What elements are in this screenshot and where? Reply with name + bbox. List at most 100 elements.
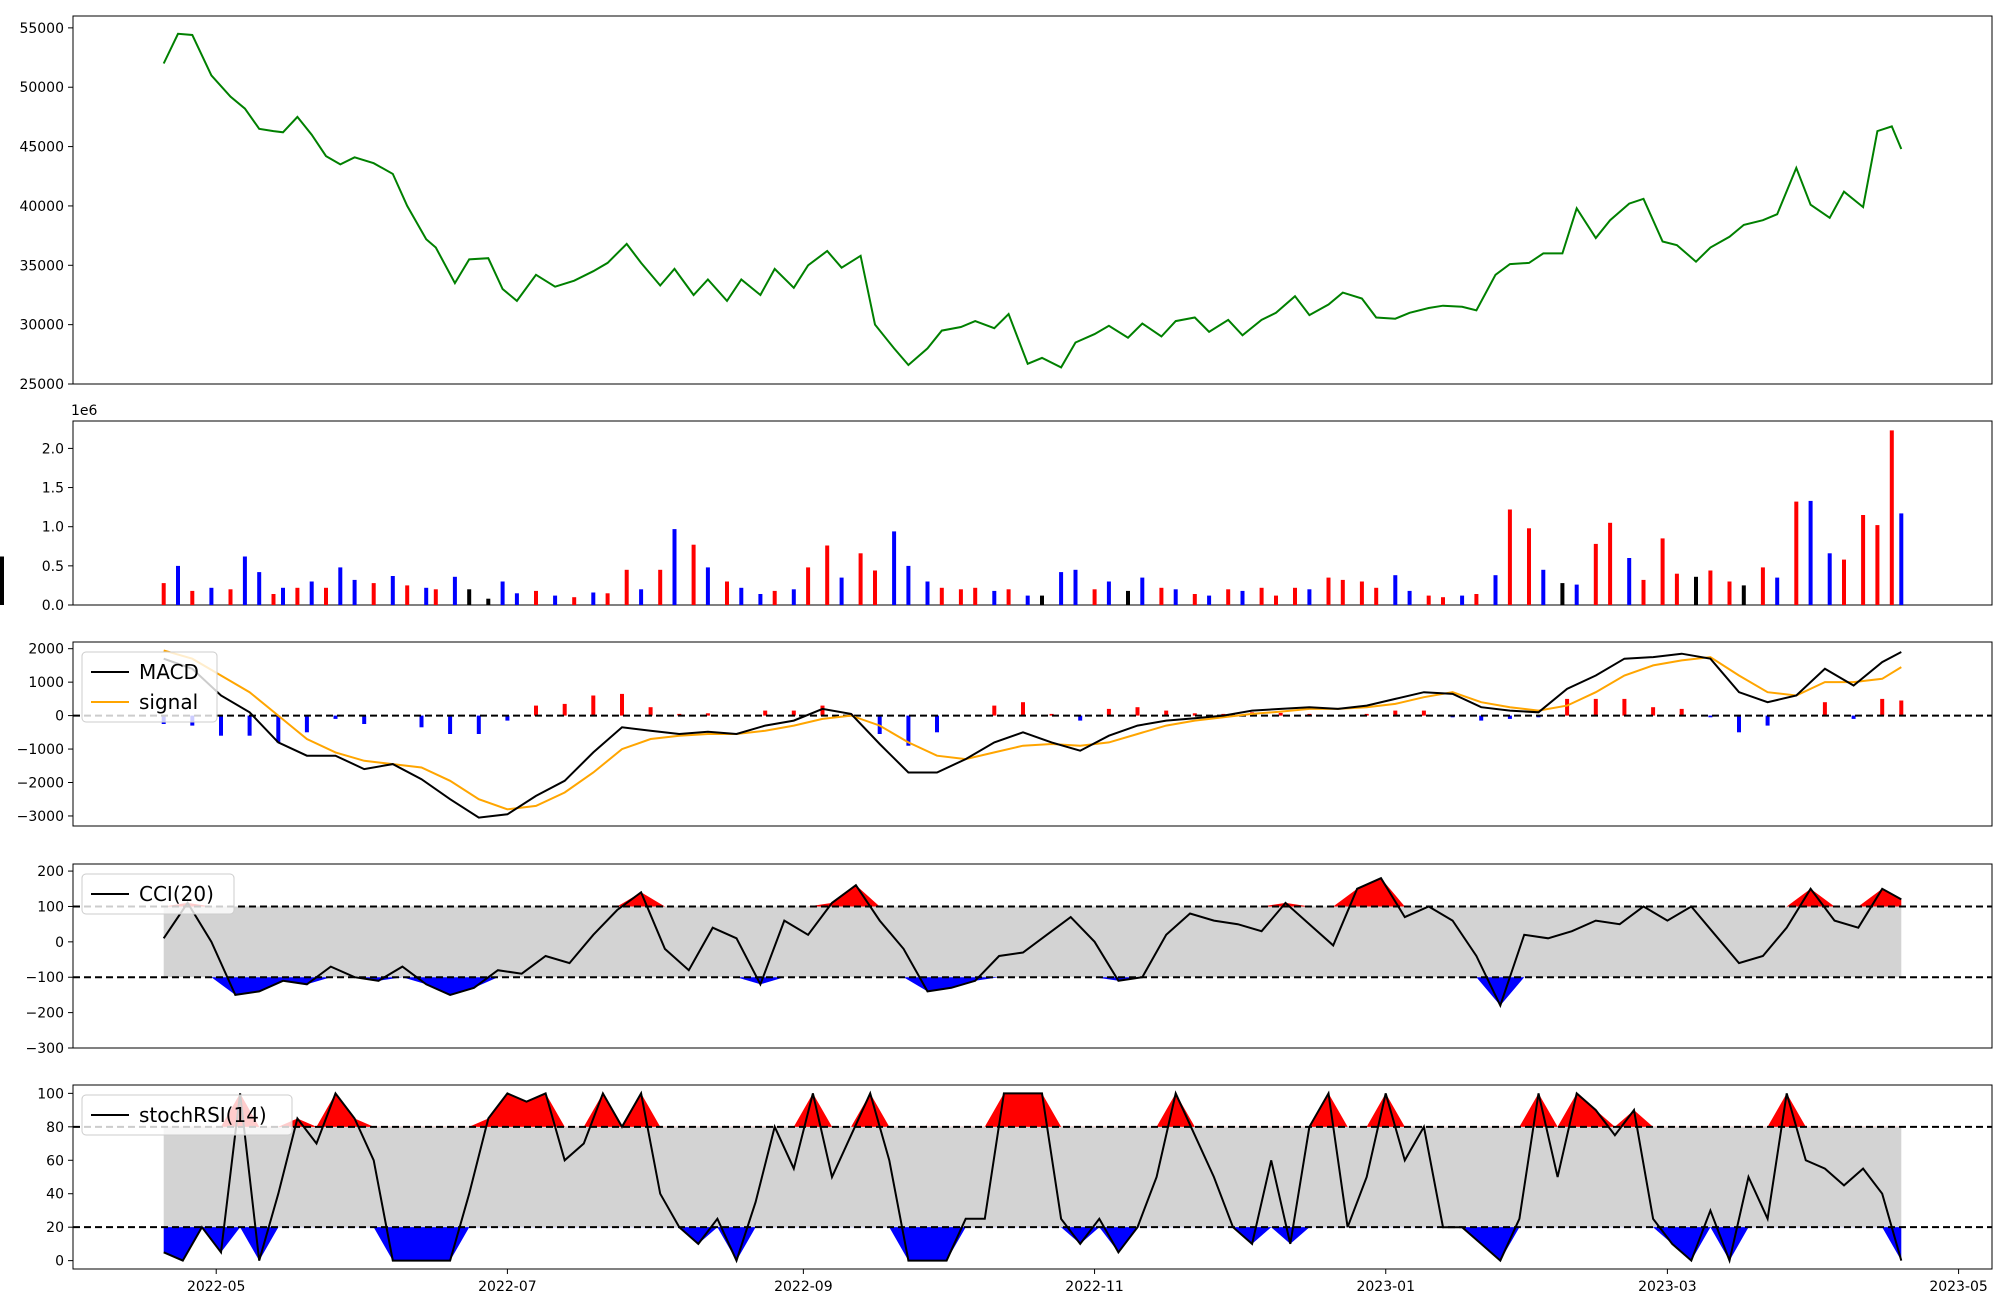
cci-line	[162, 876, 1902, 1009]
volume-bar	[1899, 513, 1904, 605]
volume-bar	[1842, 559, 1846, 605]
volume-bar	[1708, 570, 1713, 605]
volume-bar	[1474, 594, 1479, 605]
volume-bar	[1660, 538, 1665, 605]
cci-legend-label: CCI(20)	[139, 882, 214, 906]
macd-histogram-bar	[1565, 698, 1570, 716]
volume-bar	[190, 590, 195, 605]
volume-bar	[1775, 577, 1780, 605]
macd-histogram-bar	[276, 715, 281, 743]
x-tick-label: 2022-09	[774, 1279, 833, 1295]
stochrsi-ytick-label: 80	[46, 1120, 64, 1136]
volume-bar	[209, 587, 214, 605]
macd-line	[163, 651, 1902, 819]
macd-histogram-bar	[791, 710, 796, 716]
stochrsi-legend	[81, 1094, 293, 1136]
volume-bar	[958, 589, 963, 605]
volume-bar	[772, 590, 777, 605]
volume-bar	[906, 565, 911, 605]
volume-bar	[939, 587, 944, 605]
volume-bar	[1092, 589, 1097, 605]
stochrsi-neutral-band	[163, 1126, 1902, 1228]
volume-bar	[1059, 572, 1064, 605]
volume-frame	[72, 420, 1993, 606]
volume-bar	[1694, 576, 1698, 605]
volume-bar	[1307, 589, 1312, 605]
volume-ytick-label: 1.0	[42, 520, 64, 536]
volume-bar	[242, 556, 247, 605]
macd-histogram-bar	[1708, 715, 1713, 718]
volume-bar	[433, 589, 438, 605]
cci-ytick-label: 0	[55, 935, 64, 951]
macd-histogram-bar	[1622, 698, 1627, 716]
volume-bar	[791, 589, 796, 605]
macd-histogram-bar	[992, 705, 997, 716]
volume-bar	[1507, 509, 1512, 605]
volume-bar	[1359, 581, 1364, 605]
volume-bar	[1760, 567, 1765, 605]
volume-bar	[1889, 430, 1894, 605]
volume-ytick-label: 1.5	[42, 481, 64, 497]
volume-bar	[1340, 579, 1345, 605]
x-tick-label: 2022-05	[187, 1279, 246, 1295]
macd-ytick-label: 2000	[28, 642, 64, 658]
macd-histogram-bar	[591, 695, 596, 716]
volume-bar	[1126, 590, 1130, 605]
macd-histogram-bar	[1192, 713, 1197, 716]
volume-bar	[806, 567, 811, 605]
macd-ytick-label: 0	[55, 709, 64, 725]
cci-ytick-label: 100	[37, 899, 64, 915]
volume-bar	[1861, 515, 1866, 605]
macd-histogram-bar	[1049, 713, 1054, 716]
volume-bar	[858, 553, 863, 605]
macd-legend-label: MACD	[139, 660, 199, 684]
cci-ytick-label: −200	[26, 1006, 64, 1022]
macd-histogram-bar	[1135, 707, 1140, 716]
macd-histogram-bar	[562, 703, 567, 716]
volume-bar	[1875, 525, 1880, 605]
volume-bar	[534, 590, 538, 605]
macd-histogram-bar	[935, 715, 939, 733]
volume-bar	[500, 581, 505, 605]
macd-histogram-bar	[1078, 715, 1083, 721]
price-ytick-label: 50000	[19, 80, 64, 96]
volume-bar	[1393, 575, 1398, 605]
macd-histogram-bar	[1106, 708, 1111, 716]
macd-histogram-bar	[1278, 712, 1283, 716]
macd-histogram-bar	[1479, 715, 1484, 721]
macd-histogram-bar	[906, 715, 911, 746]
price-ytick-label: 40000	[19, 199, 64, 215]
volume-bar	[705, 567, 710, 605]
volume-bar	[352, 579, 357, 605]
volume-bar	[1207, 595, 1212, 605]
volume-bar	[639, 589, 644, 605]
cci-neutral-band	[163, 906, 1902, 978]
x-tick-label: 2022-11	[1065, 1279, 1124, 1295]
price-ytick-label: 55000	[19, 21, 64, 37]
price-ytick-label: 35000	[19, 258, 64, 274]
volume-bar	[553, 595, 558, 605]
volume-bar	[1140, 577, 1145, 605]
volume-bar	[1560, 583, 1565, 605]
stochrsi-oversold-fill	[163, 1227, 1902, 1261]
cci-ytick-label: 200	[37, 864, 64, 880]
price-ytick-label: 30000	[19, 318, 64, 334]
cci-ytick-label: −100	[26, 970, 64, 986]
volume-bar	[672, 529, 677, 605]
volume-bar	[1240, 590, 1245, 605]
volume-bar	[1426, 595, 1431, 605]
volume-bar	[486, 598, 491, 605]
volume-bar	[1608, 522, 1613, 605]
stochrsi-ytick-label: 60	[46, 1153, 64, 1169]
volume-bar	[925, 581, 930, 605]
macd-frame	[72, 641, 1993, 827]
volume-bar	[1274, 595, 1278, 605]
stochrsi-ytick-label: 100	[37, 1086, 64, 1102]
price-ytick-label: 45000	[19, 140, 64, 156]
volume-bar	[1226, 589, 1231, 605]
stochrsi-legend-label: stochRSI(14)	[139, 1103, 267, 1127]
macd-histogram-bar	[1737, 715, 1741, 733]
macd-histogram-bar	[219, 715, 223, 736]
macd-histogram-bar	[362, 715, 367, 724]
x-tick-label: 2023-05	[1929, 1279, 1988, 1295]
